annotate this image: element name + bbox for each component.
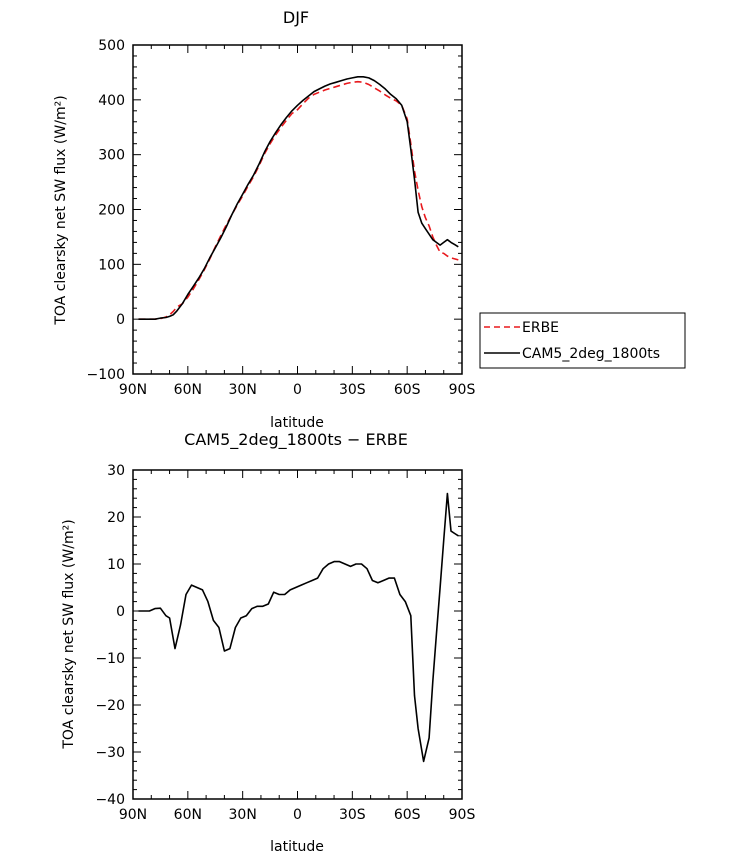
x-tick-label: 30S [339, 382, 366, 398]
x-tick-label: 90S [449, 807, 476, 823]
y-tick-label: 30 [107, 463, 125, 479]
y-tick-label: 200 [98, 203, 125, 219]
difference-panel: CAM5_2deg_1800ts − ERBE 90N 60N 30N 0 30S 60S… [61, 430, 475, 855]
x-tick-label: 0 [293, 807, 302, 823]
series-group [138, 76, 459, 321]
y-tick-label: 0 [116, 604, 125, 620]
y-tick-label: −30 [95, 745, 125, 761]
series-group [138, 492, 459, 763]
x-axis-label: latitude [270, 839, 324, 855]
legend: ERBE CAM5_2deg_1800ts [479, 312, 686, 369]
y-tick-label: −100 [87, 367, 125, 383]
y-tick-label: 400 [98, 93, 125, 109]
chart-title: DJF [283, 8, 309, 27]
legend-box [479, 312, 686, 369]
x-tick-label: 90S [449, 382, 476, 398]
chart-title: CAM5_2deg_1800ts − ERBE [184, 430, 408, 450]
y-tick-label: −10 [95, 651, 125, 667]
x-tick-label: 60S [394, 382, 421, 398]
x-tick-label: 30N [229, 382, 257, 398]
x-tick-label: 90N [119, 807, 147, 823]
y-tick-label: 100 [98, 257, 125, 273]
y-tick-label: 10 [107, 557, 125, 573]
y-tick-label: 20 [107, 510, 125, 526]
y-tick-label: 300 [98, 148, 125, 164]
series-line-cam5-2deg-1800ts [138, 76, 459, 321]
legend-label-erbe: ERBE [522, 320, 559, 336]
series-line-erbe [138, 80, 459, 321]
x-tick-label: 60N [174, 382, 202, 398]
y-tick-label: 500 [98, 38, 125, 54]
x-tick-label: 60N [174, 807, 202, 823]
axis-ticks: 90N 60N 30N 0 30S 60S 90S −100 0 100 200 300 400 500 [87, 38, 476, 398]
y-axis-label: TOA clearsky net SW flux (W/m²) [61, 519, 77, 749]
y-tick-label: −40 [95, 792, 125, 808]
y-tick-label: 0 [116, 312, 125, 328]
plot-frame [132, 44, 463, 375]
x-axis-label: latitude [270, 415, 324, 431]
y-tick-label: −20 [95, 698, 125, 714]
plot-frame [132, 469, 463, 800]
series-line-cam5-2deg-1800ts-erbe [138, 492, 459, 763]
x-tick-label: 30N [229, 807, 257, 823]
y-axis-label: TOA clearsky net SW flux (W/m²) [53, 95, 69, 325]
x-tick-label: 0 [293, 382, 302, 398]
legend-label-cam5: CAM5_2deg_1800ts [522, 346, 660, 362]
flux-panel: DJF 90N 60N 30N 0 30S 60S 90S −100 0 100 200 300 400… [53, 8, 686, 431]
x-tick-label: 30S [339, 807, 366, 823]
x-tick-label: 90N [119, 382, 147, 398]
axis-ticks: 90N 60N 30N 0 30S 60S 90S −40 −30 −20 −10 0 10 20 30 [95, 463, 475, 823]
x-tick-label: 60S [394, 807, 421, 823]
